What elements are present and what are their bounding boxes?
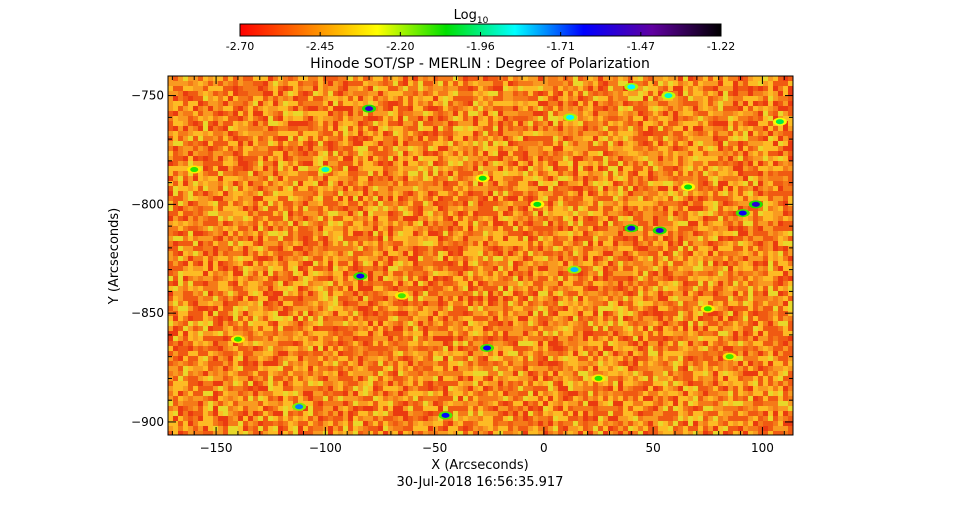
plot-area (167, 75, 794, 436)
y-tick-label: −850 (131, 306, 164, 320)
colorbar-label: Log10 (454, 8, 489, 26)
polarization-feature (624, 224, 639, 233)
polarization-map (168, 76, 793, 435)
polarization-feature (187, 165, 202, 174)
chart-title: Hinode SOT/SP - MERLIN : Degree of Polar… (310, 56, 650, 72)
polarization-feature (438, 411, 453, 420)
polarization-feature (563, 113, 578, 122)
y-tick-label: −900 (131, 415, 164, 429)
polarization-feature (748, 200, 763, 209)
polarization-feature (318, 165, 333, 174)
y-tick-label: −750 (131, 89, 164, 103)
colorbar-tick-label: -1.47 (627, 40, 655, 53)
polarization-features (187, 82, 787, 420)
polarization-feature (735, 209, 750, 218)
polarization-feature (700, 304, 715, 313)
x-tick-label: −150 (200, 441, 233, 455)
x-tick-label: 0 (540, 441, 548, 455)
colorbar-tick-label: -2.70 (226, 40, 254, 53)
plot-frame (167, 75, 794, 436)
polarization-feature (624, 82, 639, 91)
colorbar-ticks: -2.70 -2.45 -2.20 -1.96 -1.71 -1.47 -1.22 (226, 32, 735, 53)
polarization-feature (394, 291, 409, 300)
polarization-feature (722, 352, 737, 361)
polarization-texture (168, 76, 793, 435)
polarization-feature (480, 343, 495, 352)
polarization-feature (292, 402, 307, 411)
x-tick-label: 100 (751, 441, 774, 455)
colorbar-tick-label: -1.96 (466, 40, 494, 53)
polarization-feature (661, 91, 676, 100)
x-axis-label: X (Arcseconds) (431, 458, 528, 473)
polarization-feature (362, 104, 377, 113)
x-tick-label: 50 (645, 441, 660, 455)
x-tick-label: −100 (309, 441, 342, 455)
x-axis: −150 −100 −50 0 50 100 (171, 76, 785, 455)
polarization-feature (772, 117, 787, 126)
y-axis: −750 −800 −850 −900 (131, 89, 793, 429)
y-tick-label: −800 (131, 197, 164, 211)
polarization-feature (353, 272, 368, 281)
colorbar-tick-label: -2.20 (386, 40, 414, 53)
timestamp: 30-Jul-2018 16:56:35.917 (397, 475, 564, 490)
colorbar-tick-label: -2.45 (306, 40, 334, 53)
polarization-feature (230, 335, 245, 344)
polarization-feature (567, 265, 582, 274)
y-axis-label: Y (Arcseconds) (107, 208, 122, 305)
polarization-feature (530, 200, 545, 209)
polarization-feature (681, 182, 696, 191)
colorbar-tick-label: -1.71 (546, 40, 574, 53)
polarization-feature (475, 174, 490, 183)
polarization-feature (591, 374, 606, 383)
colorbar-tick-label: -1.22 (707, 40, 735, 53)
x-tick-label: −50 (422, 441, 447, 455)
polarization-feature (652, 226, 667, 235)
